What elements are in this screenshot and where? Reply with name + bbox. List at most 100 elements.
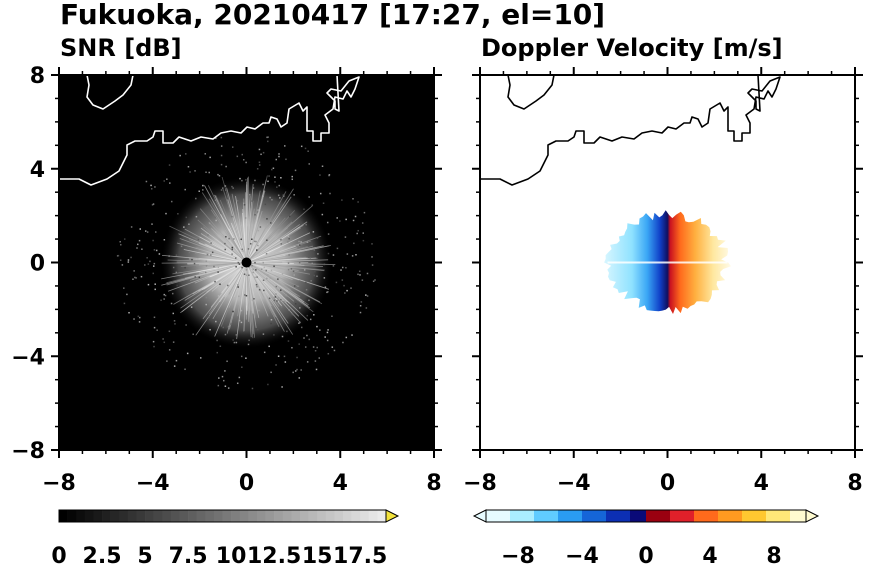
snr-echo-speckle [256, 328, 259, 331]
snr-colorbar-label: 15 [302, 544, 333, 569]
snr-echo-speckle [188, 223, 190, 225]
snr-echo-speckle [241, 266, 243, 269]
doppler-colorbar-cell [542, 510, 551, 522]
snr-echo-speckle [258, 161, 261, 164]
snr-echo-speckle [155, 231, 157, 233]
snr-echo-speckle [251, 238, 253, 241]
snr-echo-speckle [221, 375, 224, 378]
snr-echo-speckle [335, 281, 338, 284]
snr-echo-speckle [240, 238, 242, 241]
snr-echo-speckle [331, 346, 334, 348]
snr-echo-ray [246, 262, 300, 288]
doppler-panel: Doppler Velocity [m/s] −8 −4 0 4 8 [463, 34, 863, 496]
snr-echo-speckle [323, 277, 326, 279]
snr-echo-speckle [267, 274, 269, 276]
snr-echo-speckle [280, 238, 282, 241]
snr-echo-speckle [357, 229, 359, 232]
snr-echo-speckle [227, 326, 230, 328]
snr-echo-speckle [205, 303, 207, 306]
snr-echo-speckle [190, 306, 193, 308]
snr-echo-speckle [151, 223, 153, 225]
doppler-colorbar-cell [534, 510, 543, 522]
snr-echo-speckle [252, 271, 254, 274]
snr-echo-speckle [175, 359, 178, 362]
snr-echo-speckle [198, 276, 201, 279]
snr-echo-speckle [249, 193, 251, 196]
snr-echo-speckle [283, 301, 285, 303]
snr-echo-speckle [300, 369, 302, 371]
snr-echo-speckle [318, 357, 321, 359]
snr-echo-speckle [176, 284, 178, 287]
snr-echo-speckle [292, 270, 295, 273]
snr-echo-speckle [153, 249, 156, 251]
snr-echo-ray [199, 208, 247, 263]
snr-colorbar-label: 0 [51, 544, 66, 569]
snr-echo-ray [246, 228, 280, 263]
snr-echo-speckle [262, 279, 265, 282]
snr-echo-speckle [254, 240, 256, 243]
snr-echo-speckle [232, 187, 234, 189]
snr-echo-speckle [279, 289, 282, 291]
doppler-colorbar-cell [518, 510, 527, 522]
snr-echo-speckle [352, 219, 355, 222]
snr-colorbar-cell [222, 510, 232, 522]
snr-echo-speckle [245, 357, 247, 359]
snr-echo-speckle [147, 263, 150, 265]
snr-echo-ray [226, 187, 247, 263]
snr-echo-speckle [324, 336, 326, 338]
snr-panel: SNR [dB] −8 −8 −4 −4 0 0 4 4 8 8 [11, 34, 442, 496]
snr-echo-speckle [278, 153, 280, 155]
snr-echo-speckle [287, 262, 290, 264]
snr-echo-speckle [280, 298, 282, 301]
snr-colorbar-cell [76, 510, 86, 522]
snr-echo-speckle [362, 232, 364, 234]
snr-echo-speckle [262, 183, 264, 186]
snr-echo-speckle [197, 238, 200, 241]
snr-colorbar-cell [317, 510, 327, 522]
snr-echo-speckle [152, 239, 154, 242]
snr-echo-speckle [283, 355, 286, 358]
snr-echo-speckle [293, 194, 295, 196]
snr-echo-speckle [272, 167, 275, 169]
snr-echo-ray [246, 262, 280, 307]
snr-echo-speckle [255, 269, 257, 271]
snr-echo-speckle [298, 261, 301, 264]
snr-echo-speckle [160, 299, 162, 301]
snr-echo-speckle [280, 243, 283, 245]
snr-echo-ray [210, 209, 247, 263]
snr-echo-speckle [116, 255, 119, 257]
doppler-colorbar-cell [782, 510, 791, 522]
snr-echo-speckle [195, 215, 198, 218]
snr-echo-speckle [278, 184, 280, 187]
snr-echo-ray [205, 243, 247, 263]
snr-echo-speckle [321, 213, 324, 216]
snr-echo-speckle [351, 334, 353, 336]
snr-echo-ray [246, 188, 294, 263]
snr-echo-speckle [298, 343, 300, 345]
snr-echo-speckle [214, 199, 217, 202]
snr-echo-speckle [238, 303, 240, 305]
snr-echo-speckle [345, 218, 347, 221]
snr-echo-ray [236, 262, 247, 340]
snr-echo-speckle [316, 346, 318, 349]
snr-echo-speckle [166, 178, 168, 180]
snr-echo-speckle [213, 265, 215, 268]
snr-echo-speckle [119, 259, 122, 261]
snr-colorbar-cell [231, 510, 241, 522]
snr-echo-speckle [239, 177, 241, 180]
snr-echo-ray [200, 233, 247, 263]
snr-echo-speckle [233, 238, 235, 240]
snr-echo-speckle [263, 351, 266, 354]
snr-echo-speckle [314, 270, 316, 273]
snr-echo-ray [231, 193, 247, 263]
snr-echo-speckle [133, 318, 135, 320]
snr-echo-speckle [262, 261, 265, 264]
snr-echo-speckle [254, 276, 256, 279]
snr-echo-speckle [209, 156, 211, 159]
snr-echo-speckle [305, 223, 307, 226]
snr-echo-speckle [329, 192, 331, 195]
snr-echo-speckle [175, 271, 178, 274]
doppler-colorbar-cell [606, 510, 615, 522]
snr-echo-speckle [336, 217, 338, 219]
snr-echo-speckle [245, 269, 248, 271]
